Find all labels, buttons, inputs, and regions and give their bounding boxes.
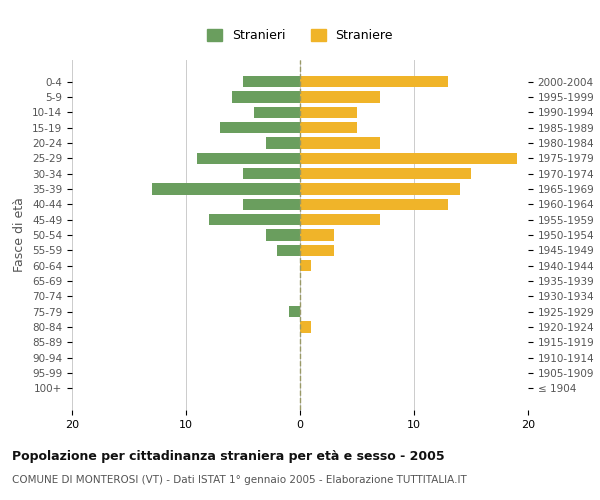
Bar [300, 260, 311, 272]
Bar [243, 198, 300, 210]
Bar [232, 91, 300, 102]
Legend: Stranieri, Straniere: Stranieri, Straniere [202, 24, 398, 47]
Bar [300, 198, 448, 210]
Bar [197, 152, 300, 164]
Bar [300, 122, 357, 134]
Bar [266, 137, 300, 148]
Bar [243, 168, 300, 179]
Bar [300, 214, 380, 226]
Text: Popolazione per cittadinanza straniera per età e sesso - 2005: Popolazione per cittadinanza straniera p… [12, 450, 445, 463]
Bar [220, 122, 300, 134]
Bar [266, 229, 300, 241]
Bar [300, 106, 357, 118]
Bar [209, 214, 300, 226]
Bar [300, 244, 334, 256]
Bar [300, 168, 471, 179]
Bar [300, 229, 334, 241]
Text: COMUNE DI MONTEROSI (VT) - Dati ISTAT 1° gennaio 2005 - Elaborazione TUTTITALIA.: COMUNE DI MONTEROSI (VT) - Dati ISTAT 1°… [12, 475, 467, 485]
Bar [300, 183, 460, 194]
Y-axis label: Fasce di età: Fasce di età [13, 198, 26, 272]
Bar [152, 183, 300, 194]
Bar [243, 76, 300, 88]
Bar [289, 306, 300, 318]
Bar [300, 91, 380, 102]
Bar [300, 76, 448, 88]
Bar [300, 152, 517, 164]
Bar [300, 137, 380, 148]
Bar [277, 244, 300, 256]
Bar [254, 106, 300, 118]
Bar [300, 322, 311, 333]
